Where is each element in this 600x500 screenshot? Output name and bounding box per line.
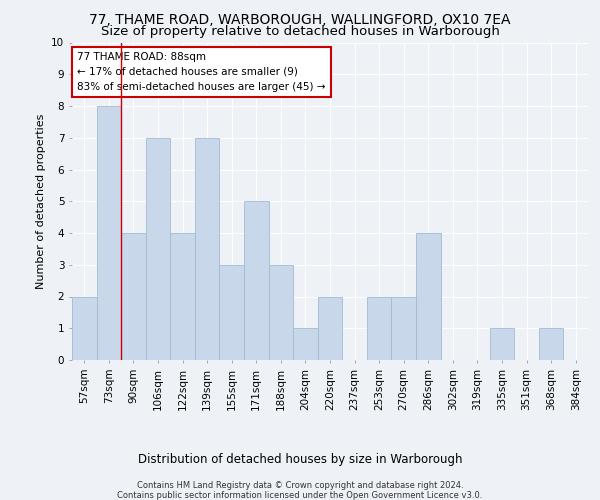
Text: 77, THAME ROAD, WARBOROUGH, WALLINGFORD, OX10 7EA: 77, THAME ROAD, WARBOROUGH, WALLINGFORD,… xyxy=(89,12,511,26)
Bar xyxy=(72,296,97,360)
Bar xyxy=(97,106,121,360)
Bar xyxy=(490,328,514,360)
Text: Contains HM Land Registry data © Crown copyright and database right 2024.: Contains HM Land Registry data © Crown c… xyxy=(137,481,463,490)
Bar xyxy=(170,233,195,360)
Bar xyxy=(244,201,269,360)
Y-axis label: Number of detached properties: Number of detached properties xyxy=(35,114,46,289)
Text: 77 THAME ROAD: 88sqm
← 17% of detached houses are smaller (9)
83% of semi-detach: 77 THAME ROAD: 88sqm ← 17% of detached h… xyxy=(77,52,326,92)
Bar xyxy=(293,328,318,360)
Bar xyxy=(269,265,293,360)
Text: Contains public sector information licensed under the Open Government Licence v3: Contains public sector information licen… xyxy=(118,491,482,500)
Bar xyxy=(539,328,563,360)
Bar xyxy=(220,265,244,360)
Text: Size of property relative to detached houses in Warborough: Size of property relative to detached ho… xyxy=(101,25,499,38)
Bar xyxy=(416,233,440,360)
Bar xyxy=(391,296,416,360)
Bar xyxy=(195,138,220,360)
Bar xyxy=(367,296,391,360)
Bar xyxy=(146,138,170,360)
Bar xyxy=(318,296,342,360)
Text: Distribution of detached houses by size in Warborough: Distribution of detached houses by size … xyxy=(138,452,462,466)
Bar xyxy=(121,233,146,360)
